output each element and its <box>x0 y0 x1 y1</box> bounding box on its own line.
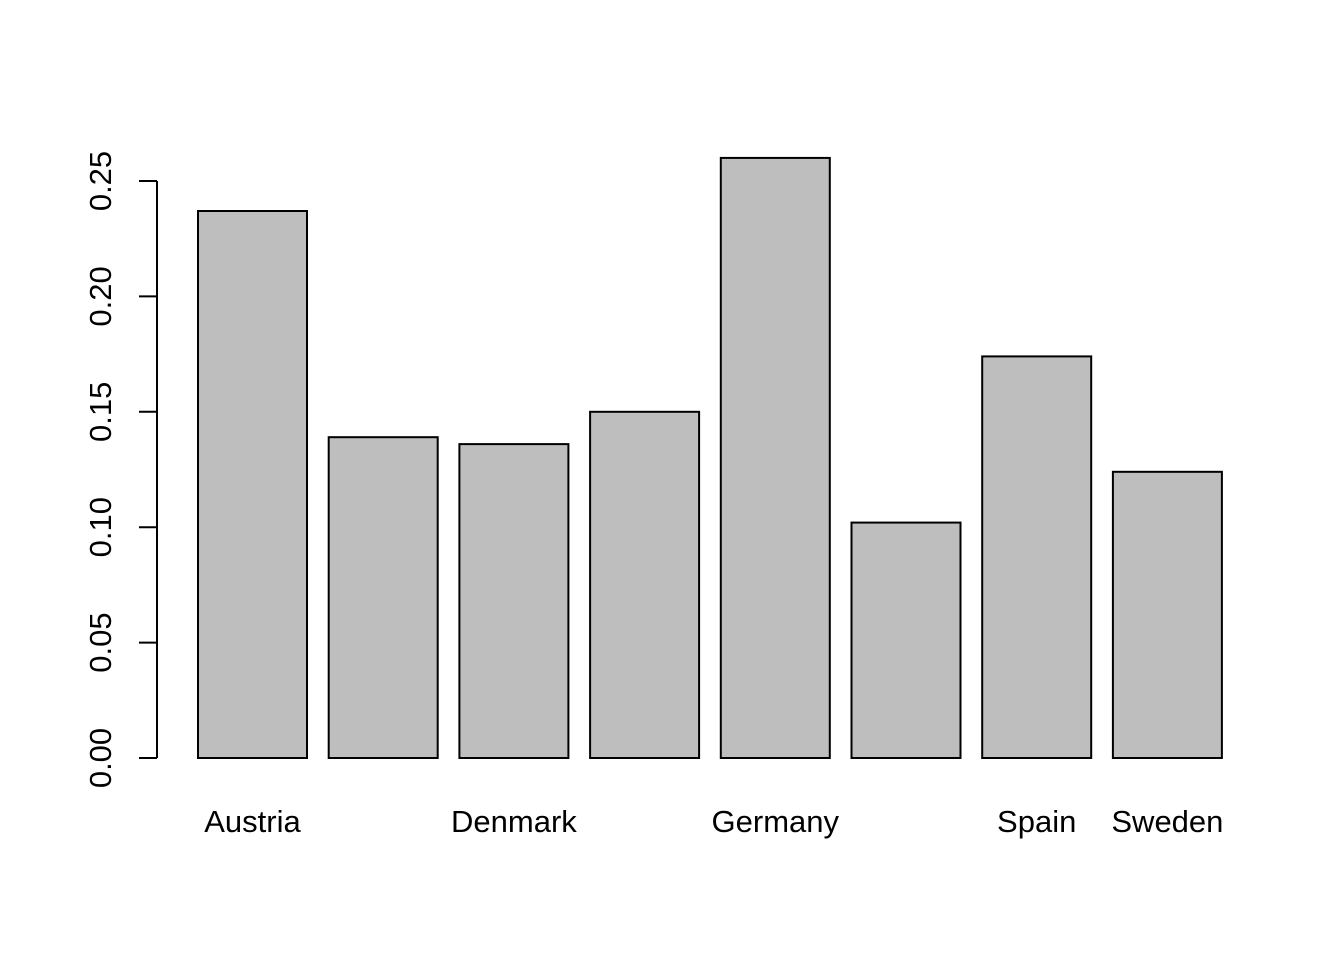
bar-0 <box>197 210 308 759</box>
bar-5 <box>850 521 962 759</box>
x-tick-label-denmark: Denmark <box>451 804 577 839</box>
y-tick-label-3: 0.15 <box>83 382 118 442</box>
bar-6 <box>981 355 1093 759</box>
bar-7 <box>1111 470 1223 759</box>
x-tick-label-germany: Germany <box>712 804 840 839</box>
bar-1 <box>327 436 439 759</box>
bars <box>197 156 1223 760</box>
x-tick-label-austria: Austria <box>204 804 301 839</box>
bar-4 <box>719 156 831 760</box>
y-tick-label-5: 0.25 <box>83 151 118 211</box>
y-tick-label-0: 0.00 <box>83 728 118 788</box>
y-axis: 0.00 0.05 0.10 0.15 0.20 0.25 <box>83 151 158 788</box>
x-axis-labels: Austria Denmark Germany Spain Sweden <box>204 804 1223 839</box>
y-tick-label-4: 0.20 <box>83 266 118 326</box>
x-tick-label-spain: Spain <box>997 804 1076 839</box>
x-tick-label-sweden: Sweden <box>1111 804 1223 839</box>
bar-2 <box>458 443 570 759</box>
y-tick-label-2: 0.10 <box>83 497 118 557</box>
bar-3 <box>589 410 701 759</box>
y-tick-label-1: 0.05 <box>83 612 118 672</box>
